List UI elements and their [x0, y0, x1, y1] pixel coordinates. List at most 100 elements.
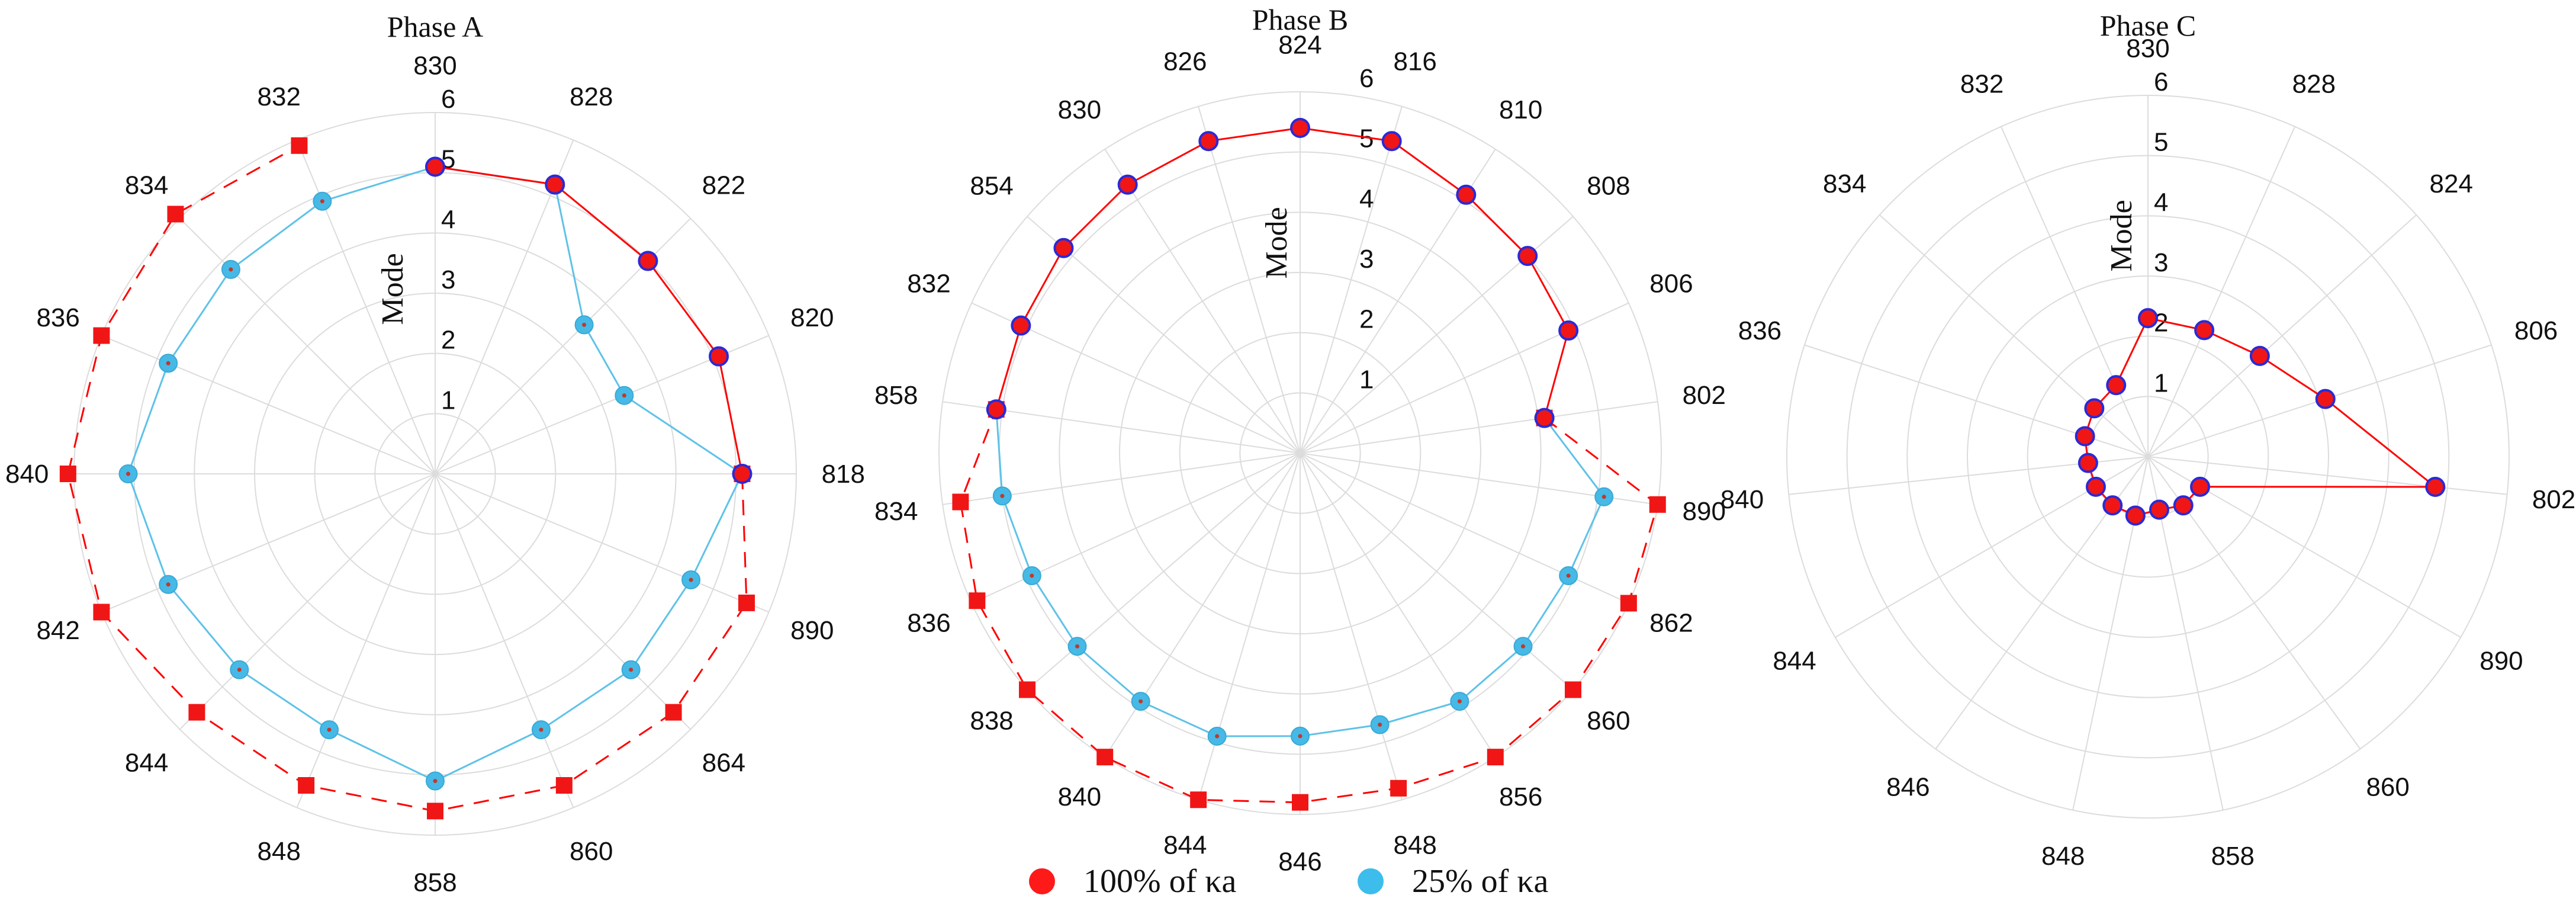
- r-tick-label: 4: [1359, 184, 1374, 213]
- data-point-center: [320, 199, 324, 204]
- data-point-center: [1566, 573, 1571, 578]
- polar-chart-1: Phase A123456Mode83082882282081889086486…: [5, 10, 865, 897]
- r-tick-label: 2: [441, 326, 455, 355]
- data-point-red: [2084, 398, 2105, 419]
- node-label: 810: [1499, 95, 1542, 124]
- chart-title: Phase B: [1252, 3, 1349, 36]
- node-label: 832: [907, 269, 950, 299]
- series-line: [2084, 317, 2438, 516]
- grid-spoke: [1027, 216, 1301, 454]
- grid-spoke: [1198, 106, 1301, 454]
- node-label: 806: [1649, 269, 1693, 299]
- node-label: 836: [36, 303, 79, 332]
- r-tick-label: 6: [2154, 68, 2168, 97]
- grid-spoke: [1104, 149, 1301, 454]
- r-tick-label: 6: [1359, 64, 1374, 93]
- data-point-center: [229, 267, 233, 272]
- data-point-square: [1292, 794, 1308, 811]
- r-axis-label: Mode: [2105, 200, 2138, 271]
- data-point-red: [732, 464, 752, 484]
- data-point-square: [1390, 779, 1407, 797]
- node-label: 826: [1163, 47, 1207, 76]
- grid-spoke: [435, 473, 692, 730]
- data-point-red: [1456, 184, 1477, 205]
- node-label: 856: [1499, 782, 1542, 811]
- node-label: 858: [874, 381, 918, 410]
- node-label: 828: [2292, 69, 2336, 98]
- grid-spoke: [1300, 453, 1574, 691]
- node-label: 860: [1587, 706, 1630, 735]
- legend: 100% of κa 25% of κa: [1029, 863, 1549, 900]
- node-label: 840: [1720, 485, 1764, 514]
- node-label: 844: [125, 748, 168, 777]
- data-point-center: [582, 322, 587, 327]
- grid-spoke: [296, 140, 436, 474]
- data-point-red: [1381, 131, 1402, 152]
- grid-spoke: [2147, 214, 2417, 457]
- data-point-red: [2102, 495, 2123, 516]
- data-point-center: [689, 577, 693, 582]
- data-point-center: [1075, 644, 1080, 649]
- data-point-square: [555, 777, 573, 794]
- data-point-red: [638, 251, 658, 271]
- data-point-red: [2425, 477, 2446, 498]
- data-point-red: [2085, 476, 2106, 497]
- data-point-center: [126, 471, 130, 476]
- data-point-square: [969, 592, 986, 609]
- legend-label: 25% of κa: [1412, 863, 1549, 900]
- grid-spoke: [2000, 126, 2149, 457]
- data-point-red: [2194, 320, 2215, 341]
- node-label: 836: [1738, 316, 1781, 345]
- data-point-square: [1018, 681, 1035, 698]
- data-point-square: [427, 803, 443, 820]
- node-label: 836: [907, 608, 950, 637]
- data-point-square: [738, 594, 755, 611]
- r-tick-label: 3: [1359, 245, 1374, 274]
- data-point-red: [1198, 131, 1219, 152]
- node-label: 822: [702, 171, 745, 200]
- data-point-square: [1565, 681, 1582, 698]
- data-point-red: [2149, 499, 2170, 520]
- grid-spoke: [101, 473, 436, 613]
- r-tick-label: 4: [441, 205, 455, 234]
- data-point-square: [291, 137, 308, 154]
- grid-spoke: [435, 473, 574, 808]
- data-point-red: [2315, 389, 2336, 409]
- node-label: 862: [1649, 608, 1693, 637]
- data-point-square: [1649, 496, 1666, 513]
- grid-spoke: [1300, 106, 1403, 454]
- grid-spoke: [1300, 302, 1629, 454]
- data-point-square: [167, 206, 184, 223]
- node-label: 818: [822, 460, 865, 489]
- node-label: 834: [874, 497, 918, 526]
- data-point-square: [1190, 791, 1207, 808]
- grid-spoke: [435, 140, 574, 474]
- data-point-red: [545, 174, 565, 195]
- data-point-red: [2077, 453, 2098, 473]
- node-label: 838: [970, 706, 1013, 735]
- data-point-center: [539, 727, 543, 732]
- data-point-center: [1030, 573, 1034, 578]
- grid-spoke: [1300, 453, 1629, 604]
- node-label: 830: [1058, 95, 1101, 124]
- data-point-red: [2249, 345, 2270, 366]
- series-line: [959, 409, 1659, 804]
- data-point-red: [1534, 408, 1555, 428]
- data-point-red: [1290, 118, 1310, 138]
- data-point-center: [1378, 722, 1382, 727]
- data-point-center: [327, 727, 332, 732]
- grid-spoke: [1198, 453, 1301, 800]
- node-label: 890: [2479, 647, 2523, 676]
- r-tick-label: 1: [441, 386, 455, 415]
- data-point-red: [1517, 246, 1538, 267]
- data-point-center: [622, 393, 626, 398]
- data-point-center: [1215, 734, 1220, 739]
- polar-chart-3: Phase C123456Mode83082882480680289086085…: [1720, 9, 2575, 871]
- grid-spoke: [1027, 453, 1301, 691]
- chart-title: Phase C: [2100, 9, 2196, 42]
- data-point-center: [1298, 734, 1303, 739]
- r-axis-label: Mode: [376, 253, 410, 325]
- grid-spoke: [2147, 126, 2296, 457]
- data-point-square: [1096, 749, 1114, 766]
